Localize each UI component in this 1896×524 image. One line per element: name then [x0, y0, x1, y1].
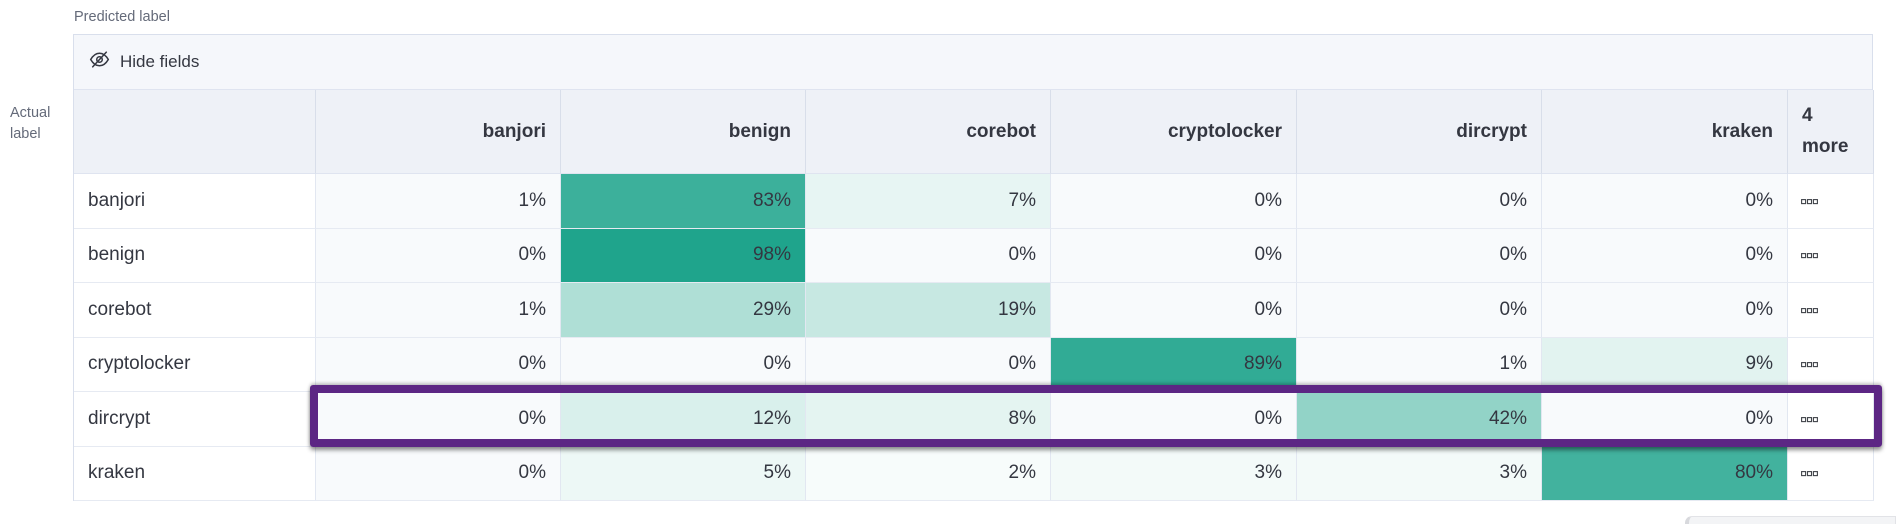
matrix-cell[interactable]: 0% [1051, 174, 1297, 229]
matrix-cell[interactable]: 0% [1051, 392, 1297, 447]
matrix-cell[interactable]: 0% [1542, 174, 1788, 229]
matrix-cell[interactable]: 89% [1051, 337, 1297, 392]
actual-axis-label: Actual label [10, 105, 51, 143]
matrix-cell[interactable]: 8% [806, 392, 1051, 447]
matrix-cell[interactable]: 7% [806, 174, 1051, 229]
row-actions-button[interactable] [1788, 283, 1874, 338]
matrix-cell[interactable]: 1% [316, 283, 561, 338]
matrix-cell[interactable]: 9% [1542, 337, 1788, 392]
header-row: banjori benign corebot cryptolocker dirc… [74, 90, 1874, 174]
column-header-dircrypt[interactable]: dircrypt [1297, 90, 1542, 174]
column-header-benign[interactable]: benign [561, 90, 806, 174]
matrix-cell[interactable]: 12% [561, 392, 806, 447]
confusion-matrix-table: banjori benign corebot cryptolocker dirc… [74, 90, 1874, 501]
row-actions-button[interactable] [1788, 446, 1874, 501]
eye-closed-icon [89, 49, 110, 75]
matrix-cell[interactable]: 0% [1297, 283, 1542, 338]
hide-fields-label: Hide fields [120, 52, 200, 71]
row-actions-button[interactable] [1788, 174, 1874, 229]
confusion-matrix-grid: Hide fields banjori benign corebot crypt… [73, 34, 1874, 501]
matrix-cell[interactable]: 0% [1297, 174, 1542, 229]
table-row-banjori: banjori 1% 83% 7% 0% 0% 0% [74, 174, 1874, 229]
matrix-cell[interactable]: 0% [806, 228, 1051, 283]
row-actions-button[interactable] [1788, 337, 1874, 392]
column-header-corebot[interactable]: corebot [806, 90, 1051, 174]
matrix-cell[interactable]: 0% [561, 337, 806, 392]
matrix-cell[interactable]: 0% [1051, 228, 1297, 283]
matrix-cell[interactable]: 0% [1051, 283, 1297, 338]
row-actions-button[interactable] [1788, 392, 1874, 447]
hide-fields-button[interactable]: Hide fields [74, 35, 1872, 90]
column-header-cryptolocker[interactable]: cryptolocker [1051, 90, 1297, 174]
matrix-cell[interactable]: 0% [806, 337, 1051, 392]
table-row-corebot: corebot 1% 29% 19% 0% 0% 0% [74, 283, 1874, 338]
matrix-cell[interactable]: 0% [1542, 228, 1788, 283]
predicted-axis-label: Predicted label [74, 9, 170, 25]
matrix-cell[interactable]: 0% [1542, 283, 1788, 338]
matrix-cell[interactable]: 80% [1542, 446, 1788, 501]
row-label[interactable]: cryptolocker [74, 337, 316, 392]
partial-panel-corner [1685, 516, 1896, 524]
matrix-cell[interactable]: 0% [316, 337, 561, 392]
matrix-cell[interactable]: 1% [316, 174, 561, 229]
matrix-cell[interactable]: 3% [1051, 446, 1297, 501]
column-header-kraken[interactable]: kraken [1542, 90, 1788, 174]
boxes-horizontal-icon [1801, 362, 1818, 368]
matrix-cell[interactable]: 0% [316, 392, 561, 447]
matrix-cell[interactable]: 19% [806, 283, 1051, 338]
table-row-dircrypt: dircrypt 0% 12% 8% 0% 42% 0% [74, 392, 1874, 447]
column-header-banjori[interactable]: banjori [316, 90, 561, 174]
matrix-cell[interactable]: 83% [561, 174, 806, 229]
boxes-horizontal-icon [1801, 416, 1818, 422]
corner-cell [74, 90, 316, 174]
row-label[interactable]: dircrypt [74, 392, 316, 447]
matrix-cell[interactable]: 0% [1297, 228, 1542, 283]
table-row-cryptolocker: cryptolocker 0% 0% 0% 89% 1% 9% [74, 337, 1874, 392]
boxes-horizontal-icon [1801, 253, 1818, 259]
row-label[interactable]: banjori [74, 174, 316, 229]
matrix-cell[interactable]: 3% [1297, 446, 1542, 501]
table-row-kraken: kraken 0% 5% 2% 3% 3% 80% [74, 446, 1874, 501]
matrix-cell[interactable]: 29% [561, 283, 806, 338]
matrix-cell[interactable]: 0% [316, 228, 561, 283]
boxes-horizontal-icon [1801, 307, 1818, 313]
matrix-cell[interactable]: 2% [806, 446, 1051, 501]
row-label[interactable]: kraken [74, 446, 316, 501]
table-row-benign: benign 0% 98% 0% 0% 0% 0% [74, 228, 1874, 283]
row-label[interactable]: benign [74, 228, 316, 283]
row-actions-button[interactable] [1788, 228, 1874, 283]
matrix-cell[interactable]: 98% [561, 228, 806, 283]
matrix-cell[interactable]: 1% [1297, 337, 1542, 392]
matrix-cell[interactable]: 5% [561, 446, 806, 501]
matrix-cell[interactable]: 0% [1542, 392, 1788, 447]
matrix-cell[interactable]: 0% [316, 446, 561, 501]
matrix-cell[interactable]: 42% [1297, 392, 1542, 447]
row-label[interactable]: corebot [74, 283, 316, 338]
more-columns-header[interactable]: 4 more [1788, 90, 1874, 174]
boxes-horizontal-icon [1801, 471, 1818, 477]
boxes-horizontal-icon [1801, 198, 1818, 204]
